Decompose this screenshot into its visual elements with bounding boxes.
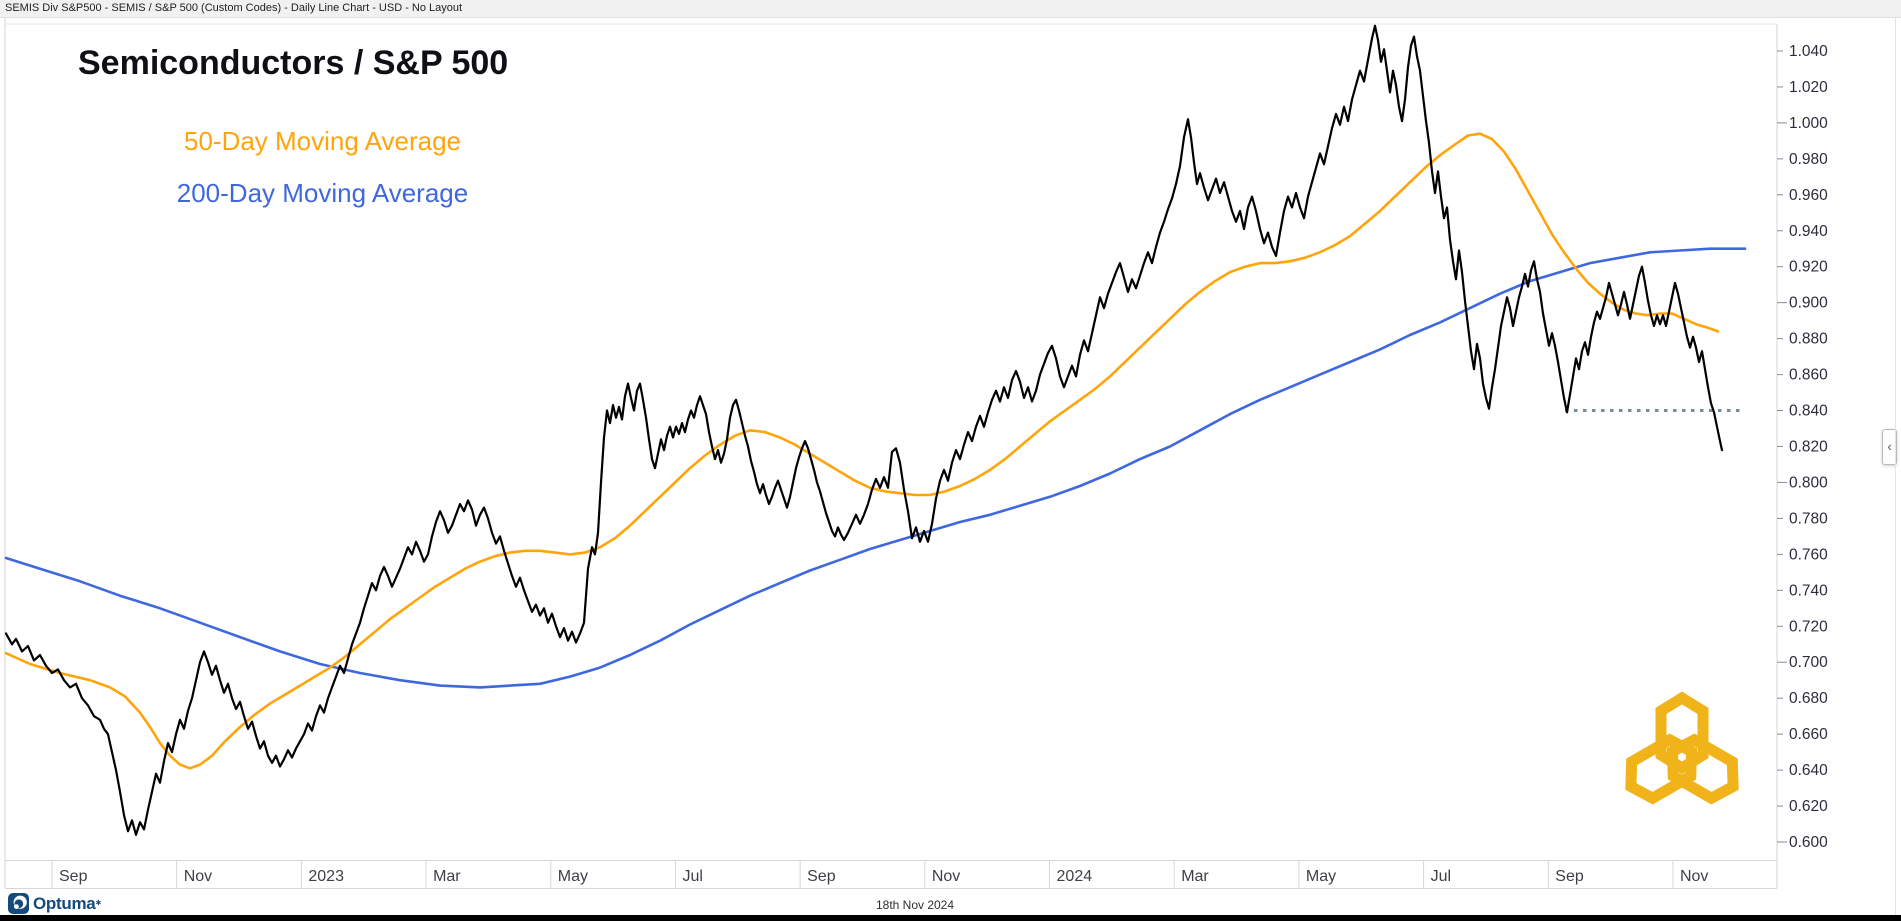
x-axis-label: Nov [1680, 868, 1708, 885]
y-axis-label: 0.800 [1789, 474, 1828, 491]
x-axis-label: Sep [59, 868, 88, 885]
y-axis-label: 1.020 [1789, 79, 1828, 96]
hexagon-ring [1625, 733, 1698, 805]
y-axis-label: 0.680 [1789, 690, 1828, 707]
y-axis-label: 0.640 [1789, 762, 1828, 779]
y-axis-label: 1.000 [1789, 115, 1828, 132]
ma200-line [4, 247, 1747, 689]
x-axis-label: Jul [1431, 868, 1451, 885]
y-axis-label: 0.780 [1789, 510, 1828, 527]
x-axis-label: Nov [932, 868, 960, 885]
chart-title: Semiconductors / S&P 500 [78, 44, 509, 82]
window-right-border [1895, 18, 1896, 916]
y-axis-label: 0.840 [1789, 403, 1828, 420]
window-title-bar: SEMIS Div S&P500 - SEMIS / S&P 500 (Cust… [0, 0, 1901, 18]
chevron-left-icon: ‹ [1887, 439, 1892, 454]
hexagon-ring [1666, 733, 1739, 805]
y-axis-label: 0.820 [1789, 438, 1828, 455]
y-axis-label: 0.940 [1789, 223, 1828, 240]
x-axis-label: Sep [807, 868, 836, 885]
x-axis-label: May [1306, 868, 1336, 885]
y-axis-label: 0.880 [1789, 331, 1828, 348]
x-axis-label: Jul [682, 868, 702, 885]
y-axis-label: 0.660 [1789, 726, 1828, 743]
optuma-brand-text: Optuma [33, 893, 96, 913]
window-title-text: SEMIS Div S&P500 - SEMIS / S&P 500 (Cust… [5, 2, 463, 14]
y-axis-label: 0.960 [1789, 187, 1828, 204]
y-axis-label: 0.700 [1789, 654, 1828, 671]
x-axis-label: Nov [184, 868, 212, 885]
y-axis-label: 0.740 [1789, 582, 1828, 599]
y-axis-label: 0.860 [1789, 367, 1828, 384]
ma50-line [4, 132, 1720, 770]
optuma-watermark-logo-icon [1625, 691, 1739, 805]
legend-200-day-ma: 200-Day Moving Average [176, 178, 469, 208]
y-axis-label: 0.620 [1789, 798, 1828, 815]
optuma-logo-icon [8, 893, 29, 914]
trademark-icon: ✱ [95, 899, 102, 907]
y-axis-label: 0.760 [1789, 546, 1828, 563]
legend-50-day-ma: 50-Day Moving Average [183, 126, 461, 156]
y-axis-label: 0.600 [1789, 834, 1828, 851]
y-axis-label: 0.900 [1789, 295, 1828, 312]
x-axis-label: Mar [433, 868, 461, 885]
x-axis-label: May [558, 868, 588, 885]
optuma-brand-logo: Optuma ✱ [8, 892, 101, 915]
x-axis-label: Mar [1181, 868, 1209, 885]
x-axis-label: Sep [1555, 868, 1584, 885]
bottom-edge-bar [0, 915, 1901, 921]
x-axis-label: 2023 [308, 868, 344, 885]
y-axis-label: 0.720 [1789, 618, 1828, 635]
y-axis-label: 0.980 [1789, 151, 1828, 168]
chart-date: 18th Nov 2024 [875, 898, 955, 912]
panel-collapse-button[interactable]: ‹ [1882, 429, 1897, 465]
hexagon-ring [1655, 691, 1709, 775]
price-line [4, 24, 1724, 836]
y-axis-label: 1.040 [1789, 43, 1828, 60]
y-axis-label: 0.920 [1789, 259, 1828, 276]
x-axis-label: 2024 [1057, 868, 1093, 885]
